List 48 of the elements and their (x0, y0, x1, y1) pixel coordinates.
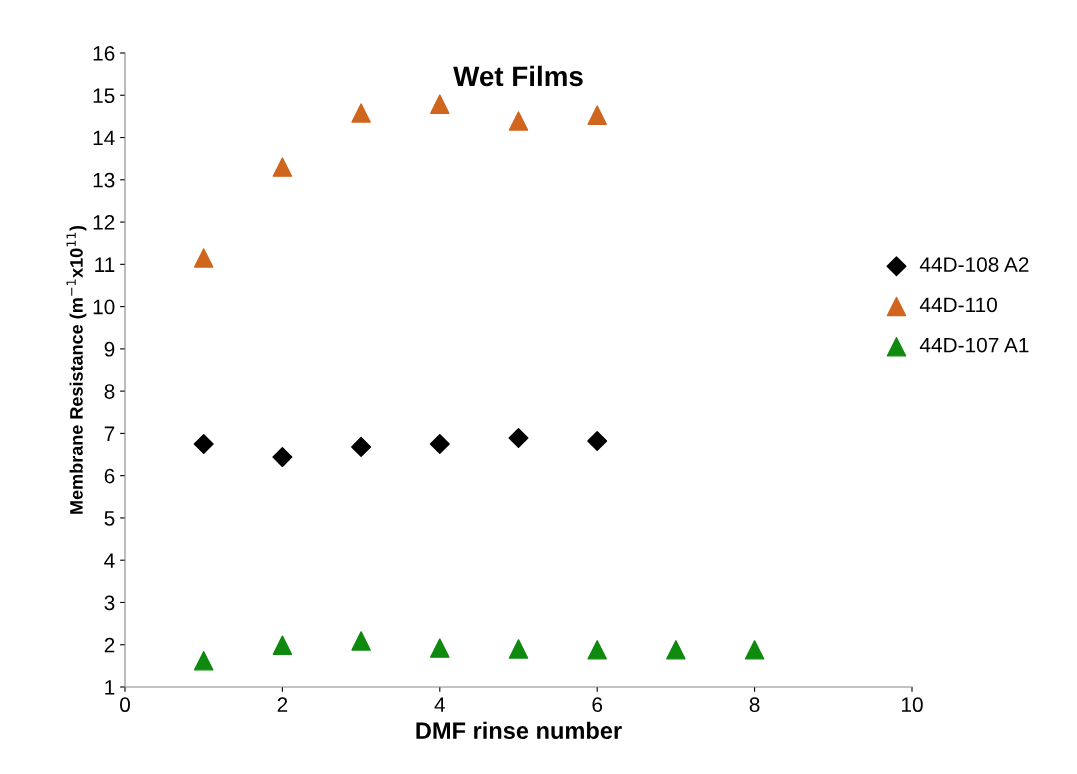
point (587, 430, 608, 452)
point (430, 638, 450, 658)
y-tick-label: 10 (93, 299, 115, 315)
y-tick-label: 14 (93, 130, 115, 146)
x-tick-label: 8 (749, 697, 760, 713)
point (272, 635, 293, 655)
x-tick-label: 0 (120, 697, 130, 713)
legend-label: 44D-108 A2 (919, 257, 1029, 272)
point (272, 447, 293, 468)
y-tick-label: 5 (104, 511, 115, 526)
x-tick-label: 6 (592, 697, 603, 713)
y-tick-label: 9 (104, 341, 115, 357)
point (744, 640, 765, 660)
y-axis-title: Membrane Resistance (m$^{−1}$x10$^{11}$) (66, 225, 87, 514)
y-tick-label: 7 (104, 426, 115, 441)
y-tick-label: 3 (104, 595, 115, 611)
point (508, 111, 529, 131)
point (351, 103, 371, 123)
point (351, 631, 371, 651)
chart-title: Wet Films (453, 65, 583, 87)
y-tick-label: 8 (104, 384, 115, 399)
point (429, 433, 450, 454)
point (193, 248, 214, 268)
x-tick-label: 10 (902, 697, 923, 713)
y-tick-label: 16 (93, 46, 115, 61)
x-tick-label: 2 (277, 697, 288, 712)
y-tick-label: 6 (104, 468, 115, 484)
point (351, 436, 372, 457)
point (430, 94, 450, 114)
point (193, 651, 214, 671)
y-tick-label: 2 (104, 637, 115, 653)
x-axis-title: DMF rinse number (416, 721, 622, 740)
y-tick-label: 15 (93, 88, 115, 104)
legend-label: 44D-110 (919, 297, 997, 313)
legend-label: 44D-107 A1 (919, 337, 1029, 353)
point (272, 157, 293, 177)
point (508, 639, 529, 659)
point (587, 105, 607, 125)
y-tick-label: 11 (95, 257, 115, 272)
y-tick-label: 1 (105, 680, 115, 695)
point (666, 640, 686, 660)
point (587, 640, 607, 660)
point (508, 428, 529, 449)
x-tick-label: 4 (434, 697, 445, 712)
y-tick-label: 4 (104, 553, 115, 568)
y-tick-label: 13 (93, 172, 115, 188)
point (193, 433, 214, 454)
y-tick-label: 12 (93, 215, 115, 230)
